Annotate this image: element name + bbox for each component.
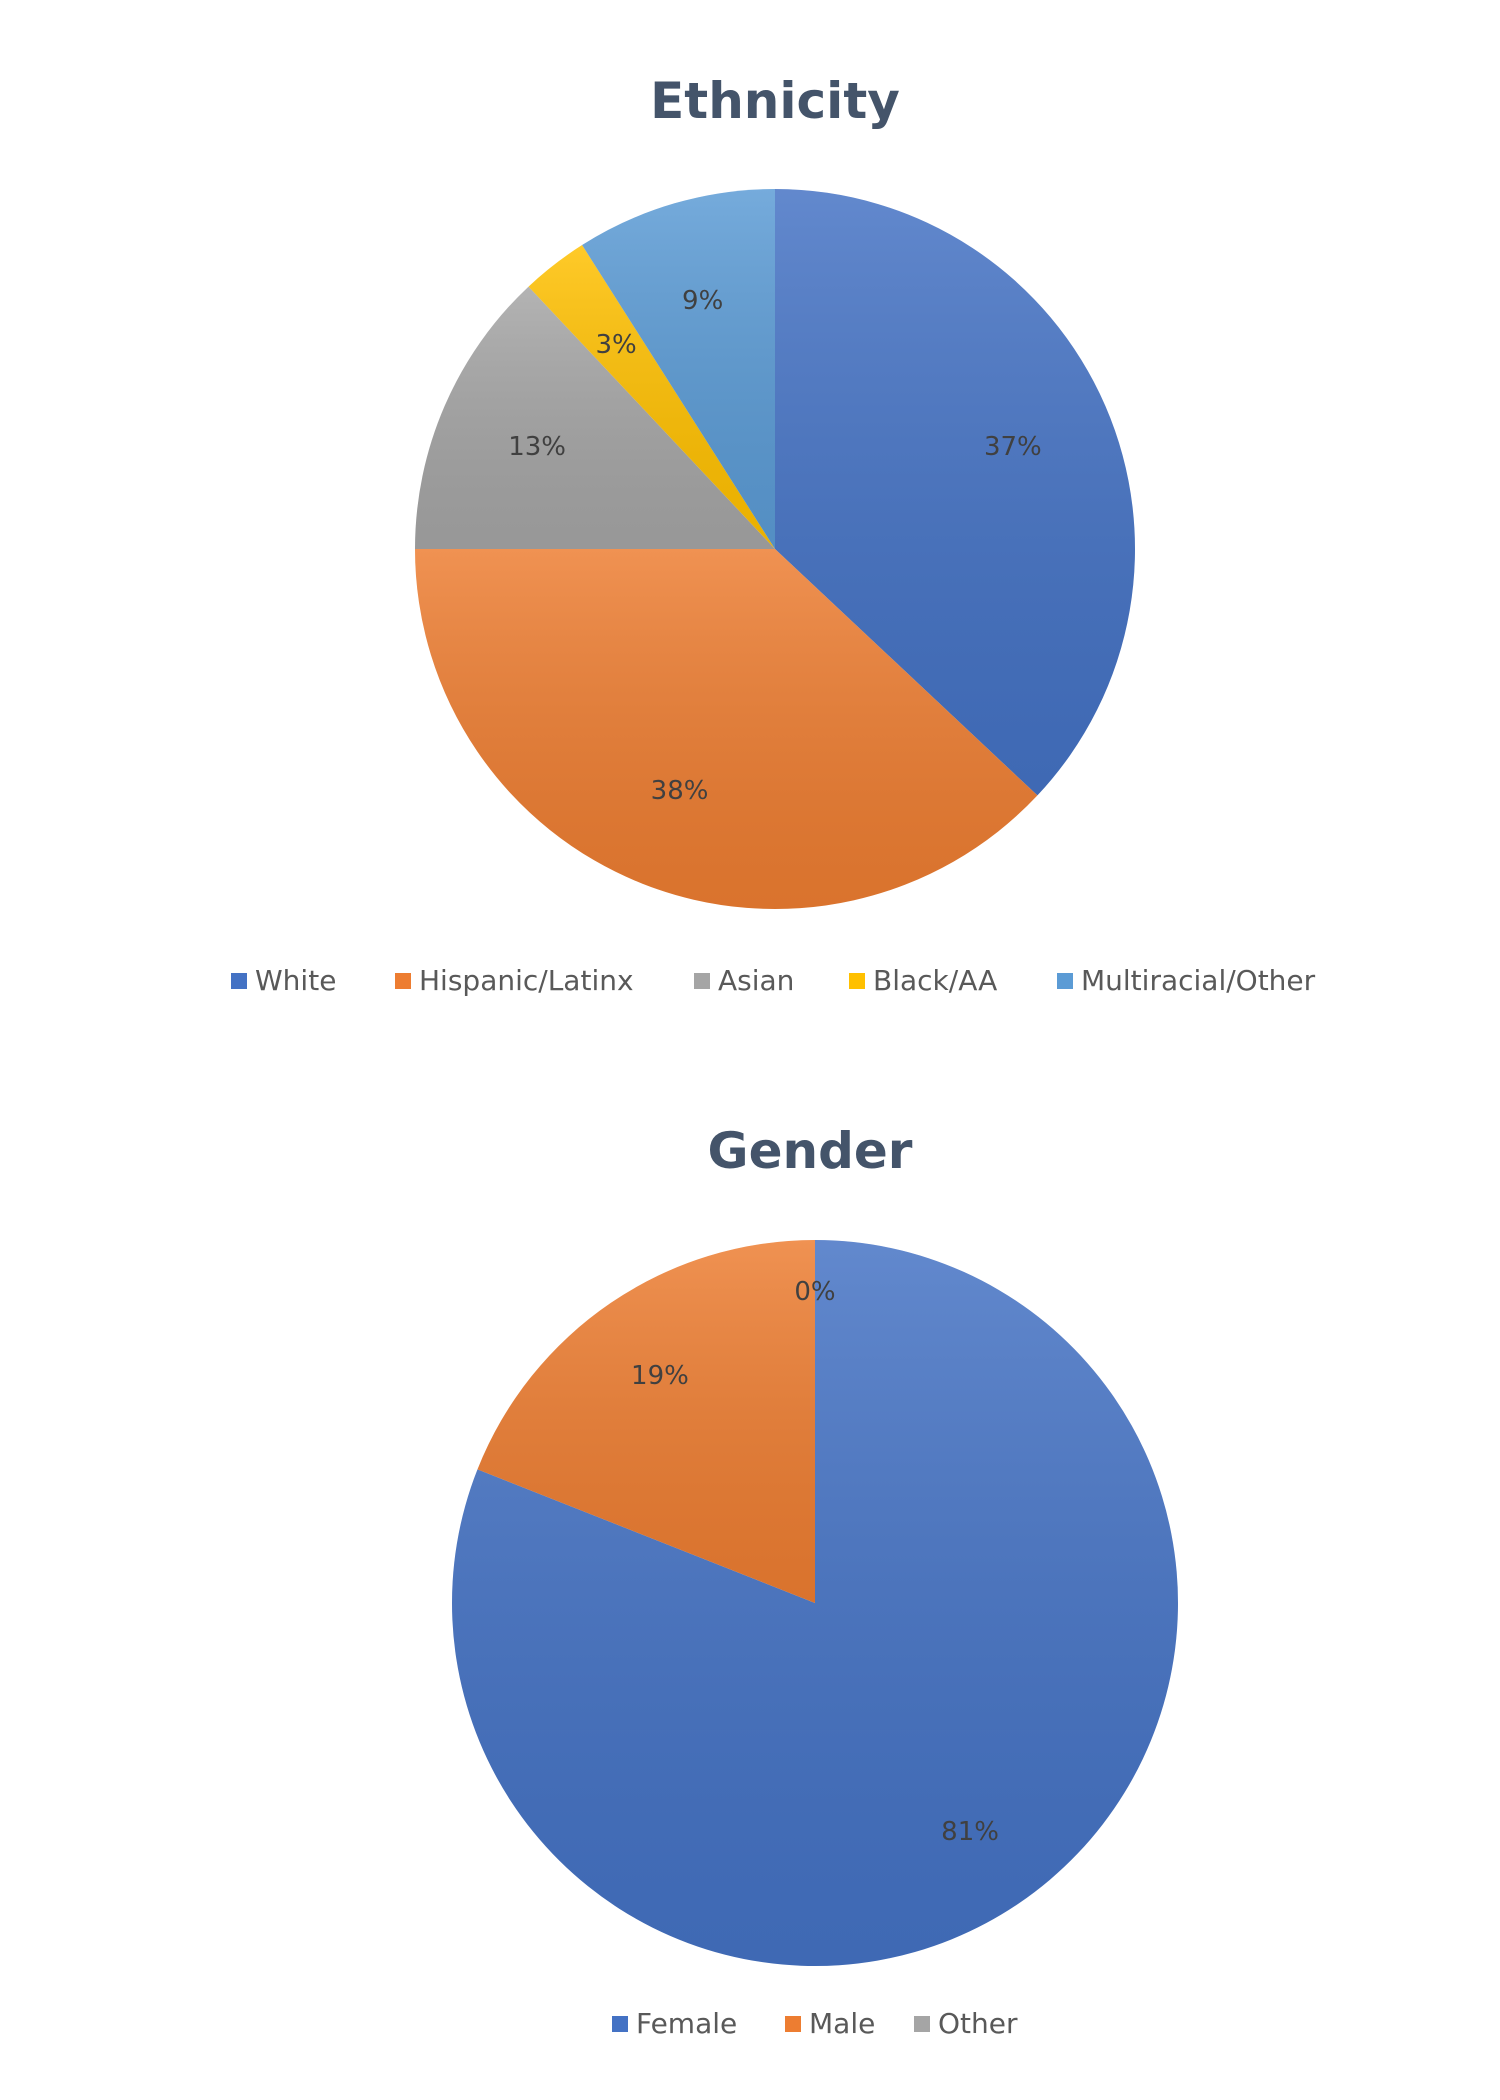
legend-swatch-other: [914, 2016, 930, 2032]
legend-item-asian: Asian: [694, 964, 794, 997]
legend-item-black-aa: Black/AA: [849, 964, 997, 997]
ethnicity-label-multiracial-other: 9%: [682, 286, 723, 316]
ethnicity-slice-labels: 37% 38% 13% 3% 9%: [508, 286, 1042, 806]
ethnicity-label-asian: 13%: [508, 432, 566, 462]
ethnicity-chart: Ethnicity 37% 38% 13% 3% 9% White Hispanic/L…: [231, 72, 1316, 997]
ethnicity-title: Ethnicity: [650, 72, 900, 130]
gender-label-male: 19%: [631, 1361, 689, 1391]
legend-label-other: Other: [938, 2007, 1018, 2040]
legend-swatch-white: [231, 973, 247, 989]
legend-item-male: Male: [785, 2007, 875, 2040]
ethnicity-label-hispanic-latinx: 38%: [651, 776, 709, 806]
legend-item-white: White: [231, 964, 336, 997]
ethnicity-slice-shade-white: [775, 189, 1135, 796]
legend-item-multiracial-other: Multiracial/Other: [1057, 964, 1316, 997]
ethnicity-slice-shade-black-aa: [528, 245, 775, 550]
legend-label-asian: Asian: [718, 964, 794, 997]
legend-swatch-multiracial-other: [1057, 973, 1073, 989]
ethnicity-label-black-aa: 3%: [596, 330, 637, 360]
gender-label-female: 81%: [941, 1817, 999, 1847]
legend-swatch-hispanic-latinx: [395, 973, 411, 989]
gender-chart: Gender 81% 19% 0% Female Male Other: [451, 1122, 1179, 2040]
ethnicity-label-white: 37%: [984, 432, 1042, 462]
legend-item-hispanic-latinx: Hispanic/Latinx: [395, 964, 634, 997]
legend-label-male: Male: [809, 2007, 875, 2040]
gender-slice-shade-male: [477, 1240, 815, 1603]
legend-label-white: White: [255, 964, 336, 997]
gender-label-other: 0%: [794, 1277, 835, 1307]
legend-item-female: Female: [612, 2007, 737, 2040]
ethnicity-slice-shade-multiracial-other: [582, 189, 775, 549]
legend-item-other: Other: [914, 2007, 1018, 2040]
legend-label-multiracial-other: Multiracial/Other: [1081, 964, 1316, 997]
ethnicity-slice-shade-hispanic-latinx: [415, 549, 1038, 909]
legend-label-black-aa: Black/AA: [873, 964, 997, 997]
gender-slice-labels: 81% 19% 0%: [631, 1277, 999, 1847]
legend-label-hispanic-latinx: Hispanic/Latinx: [419, 964, 634, 997]
ethnicity-slice-shade-asian: [415, 286, 775, 549]
ethnicity-legend: White Hispanic/Latinx Asian Black/AA Mul…: [231, 964, 1316, 997]
legend-swatch-female: [612, 2016, 628, 2032]
legend-swatch-black-aa: [849, 973, 865, 989]
legend-swatch-asian: [694, 973, 710, 989]
legend-swatch-male: [785, 2016, 801, 2032]
gender-legend: Female Male Other: [612, 2007, 1018, 2040]
ethnicity-slices: [415, 189, 1135, 909]
legend-label-female: Female: [636, 2007, 737, 2040]
gender-slices: [451, 1240, 1179, 1967]
gender-title: Gender: [708, 1122, 913, 1180]
